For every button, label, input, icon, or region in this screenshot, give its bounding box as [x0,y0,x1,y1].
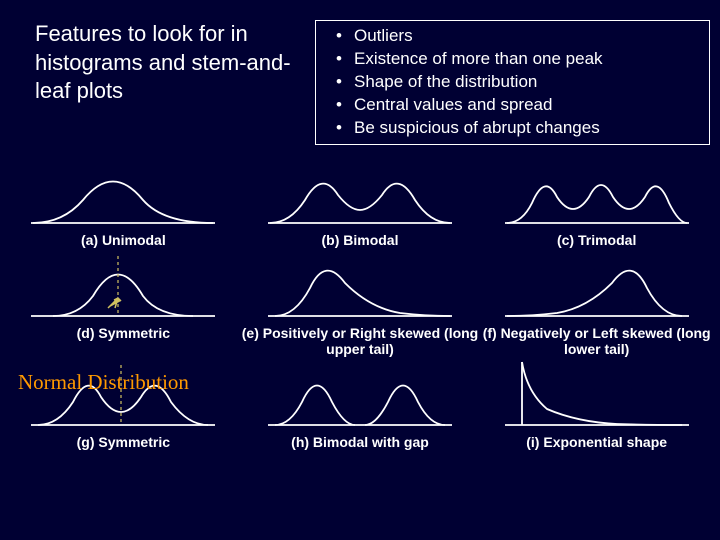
curve-d [23,248,223,323]
caption-c: (c) Trimodal [478,232,715,248]
feature-bullet: •Shape of the distribution [324,71,701,94]
distribution-e: (e) Positively or Right skewed (long upp… [242,248,479,357]
distribution-i: (i) Exponential shape [478,357,715,450]
feature-bullet: •Be suspicious of abrupt changes [324,117,701,140]
distribution-d: (d) Symmetric [5,248,242,357]
curve-a [23,155,223,230]
distribution-f: (f) Negatively or Left skewed (long lowe… [478,248,715,357]
caption-b: (b) Bimodal [242,232,479,248]
distribution-b: (b) Bimodal [242,155,479,248]
curve-i [497,357,697,432]
feature-list: •Outliers•Existence of more than one pea… [315,20,710,145]
curve-c [497,155,697,230]
distribution-a: (a) Unimodal [5,155,242,248]
caption-e: (e) Positively or Right skewed (long upp… [242,325,479,357]
curve-e [260,248,460,323]
curve-f [497,248,697,323]
caption-a: (a) Unimodal [5,232,242,248]
feature-bullet: •Central values and spread [324,94,701,117]
distribution-c: (c) Trimodal [478,155,715,248]
page-title: Features to look for in histograms and s… [10,20,315,145]
distribution-grid: (a) Unimodal(b) Bimodal(c) Trimodal (d) S… [0,155,720,450]
caption-g: (g) Symmetric [5,434,242,450]
caption-i: (i) Exponential shape [478,434,715,450]
curve-b [260,155,460,230]
caption-f: (f) Negatively or Left skewed (long lowe… [478,325,715,357]
normal-distribution-label: Normal Distribution [18,370,189,395]
distribution-h: (h) Bimodal with gap [242,357,479,450]
feature-bullet: •Outliers [324,25,701,48]
caption-d: (d) Symmetric [5,325,242,341]
caption-h: (h) Bimodal with gap [242,434,479,450]
feature-bullet: •Existence of more than one peak [324,48,701,71]
curve-h [260,357,460,432]
